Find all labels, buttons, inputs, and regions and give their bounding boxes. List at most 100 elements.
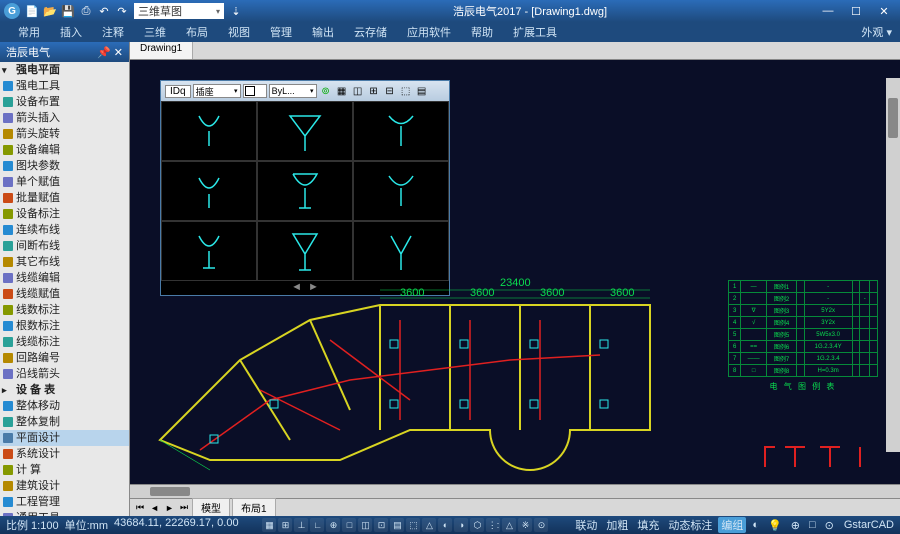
menu-help[interactable]: 帮助 — [461, 22, 503, 42]
menu-output[interactable]: 输出 — [302, 22, 344, 42]
status-tool-icon[interactable]: ⬡ — [470, 518, 484, 532]
side-panel-item[interactable]: 根数标注 — [0, 318, 129, 334]
status-tool-icon[interactable]: ◐ — [438, 518, 452, 532]
palette-tool-icon[interactable]: ◫ — [351, 84, 365, 98]
side-panel-item[interactable]: 其它布线 — [0, 254, 129, 270]
side-panel-item[interactable]: 线缆编辑 — [0, 270, 129, 286]
menu-insert[interactable]: 插入 — [50, 22, 92, 42]
status-tool-icon[interactable]: ▦ — [262, 518, 276, 532]
qat-redo-icon[interactable]: ↷ — [114, 3, 130, 19]
status-tool-icon[interactable]: ⊙ — [534, 518, 548, 532]
status-toggle[interactable]: 编组 — [718, 517, 746, 533]
side-panel-item[interactable]: 系统设计 — [0, 446, 129, 462]
side-panel-item[interactable]: 线缆赋值 — [0, 286, 129, 302]
side-panel-item[interactable]: 批量赋值 — [0, 190, 129, 206]
side-panel-item[interactable]: 间断布线 — [0, 238, 129, 254]
app-logo[interactable]: G — [4, 3, 20, 19]
qat-new-icon[interactable]: 📄 — [24, 3, 40, 19]
palette-color-swatch[interactable] — [243, 84, 267, 98]
menu-manage[interactable]: 管理 — [260, 22, 302, 42]
side-panel-item[interactable]: 整体移动 — [0, 398, 129, 414]
status-tool-icon[interactable]: ⊥ — [294, 518, 308, 532]
status-tool-icon[interactable]: ⊡ — [374, 518, 388, 532]
status-icon[interactable]: ⊙ — [822, 519, 837, 532]
qat-open-icon[interactable]: 📂 — [42, 3, 58, 19]
qat-save-icon[interactable]: 💾 — [60, 3, 76, 19]
status-toggle[interactable]: 填充 — [634, 517, 662, 533]
status-toggle[interactable]: 动态标注 — [665, 517, 715, 533]
status-tool-icon[interactable]: ⬚ — [406, 518, 420, 532]
side-panel-item[interactable]: 图块参数 — [0, 158, 129, 174]
side-panel-item[interactable]: 设备编辑 — [0, 142, 129, 158]
vertical-scrollbar[interactable] — [886, 78, 900, 452]
side-panel-item[interactable]: 建筑设计 — [0, 478, 129, 494]
menu-layout[interactable]: 布局 — [176, 22, 218, 42]
side-panel-item[interactable]: 连续布线 — [0, 222, 129, 238]
side-panel-item[interactable]: 沿线箭头 — [0, 366, 129, 382]
tab-nav-first-icon[interactable]: ⏮ — [134, 502, 146, 513]
side-panel-item[interactable]: 整体复制 — [0, 414, 129, 430]
palette-symbol-cell[interactable] — [353, 101, 449, 161]
side-panel-item[interactable]: 线数标注 — [0, 302, 129, 318]
tab-nav-next-icon[interactable]: ► — [163, 503, 176, 513]
status-icon[interactable]: ◐ — [749, 519, 762, 531]
status-tool-icon[interactable]: ※ — [518, 518, 532, 532]
status-tool-icon[interactable]: ⋮: — [486, 518, 500, 532]
palette-tool-icon[interactable]: ⬚ — [399, 84, 413, 98]
side-panel-category[interactable]: 设 备 表 — [0, 382, 129, 398]
status-tool-icon[interactable]: △ — [422, 518, 436, 532]
status-tool-icon[interactable]: ⊞ — [278, 518, 292, 532]
view-mode-dropdown[interactable]: 三维草图 — [134, 3, 224, 19]
side-panel-item[interactable]: 设备布置 — [0, 94, 129, 110]
status-toggle[interactable]: 联动 — [572, 517, 600, 533]
side-panel-item[interactable]: 箭头插入 — [0, 110, 129, 126]
menu-view[interactable]: 视图 — [218, 22, 260, 42]
status-tool-icon[interactable]: ◑ — [454, 518, 468, 532]
tab-drawing1[interactable]: Drawing1 — [130, 42, 193, 59]
status-tool-icon[interactable]: ◫ — [358, 518, 372, 532]
side-panel-pin-icon[interactable]: 📌 ✕ — [97, 46, 123, 59]
qat-extra-icon[interactable]: ⇣ — [228, 3, 244, 19]
status-icon[interactable]: ⊕ — [788, 519, 803, 532]
palette-tool-icon[interactable]: ⊞ — [367, 84, 381, 98]
menu-ext-tools[interactable]: 扩展工具 — [503, 22, 567, 42]
side-panel-item[interactable]: 强电工具 — [0, 78, 129, 94]
palette-category-dropdown[interactable]: 插座 — [193, 84, 241, 98]
menu-common[interactable]: 常用 — [8, 22, 50, 42]
status-tool-icon[interactable]: ∟ — [310, 518, 324, 532]
status-tool-icon[interactable]: △ — [502, 518, 516, 532]
layout-tab-1[interactable]: 布局1 — [232, 498, 276, 516]
palette-symbol-cell[interactable] — [161, 101, 257, 161]
appearance-dropdown[interactable]: 外观 ▾ — [861, 22, 892, 42]
side-panel-item[interactable]: 工程管理 — [0, 494, 129, 510]
side-panel-item[interactable]: 箭头旋转 — [0, 126, 129, 142]
side-panel-item[interactable]: 回路编号 — [0, 350, 129, 366]
side-panel-item[interactable]: 平面设计 — [0, 430, 129, 446]
palette-symbol-cell[interactable] — [257, 101, 353, 161]
qat-undo-icon[interactable]: ↶ — [96, 3, 112, 19]
close-button[interactable]: ✕ — [872, 2, 896, 20]
side-panel-item[interactable]: 计 算 — [0, 462, 129, 478]
tab-nav-prev-icon[interactable]: ◄ — [148, 503, 161, 513]
qat-print-icon[interactable]: ⎙ — [78, 3, 94, 19]
palette-tool-icon[interactable]: ⊚ — [319, 84, 333, 98]
palette-tool-icon[interactable]: ▤ — [415, 84, 429, 98]
side-panel-item[interactable]: 设备标注 — [0, 206, 129, 222]
status-tool-icon[interactable]: □ — [342, 518, 356, 532]
menu-cloud[interactable]: 云存储 — [344, 22, 397, 42]
side-panel-item[interactable]: 单个赋值 — [0, 174, 129, 190]
menu-apps[interactable]: 应用软件 — [397, 22, 461, 42]
status-scale[interactable]: 比例 1:100 — [6, 517, 59, 533]
status-tool-icon[interactable]: ▤ — [390, 518, 404, 532]
side-panel-item[interactable]: 通用工具 — [0, 510, 129, 516]
tab-nav-last-icon[interactable]: ⏭ — [178, 502, 190, 513]
palette-tool-icon[interactable]: ⊟ — [383, 84, 397, 98]
minimize-button[interactable]: — — [816, 2, 840, 20]
palette-layer-dropdown[interactable]: ByL... — [269, 84, 317, 98]
status-icon[interactable]: □ — [806, 519, 819, 531]
horizontal-scrollbar[interactable] — [130, 484, 900, 498]
side-panel-category[interactable]: 强电平面 — [0, 62, 129, 78]
menu-3d[interactable]: 三维 — [134, 22, 176, 42]
palette-tool-icon[interactable]: ▦ — [335, 84, 349, 98]
drawing-canvas[interactable]: IDq 插座 ByL... ⊚ ▦ ◫ ⊞ ⊟ ⬚ ▤ ◄ ► — [130, 60, 900, 484]
